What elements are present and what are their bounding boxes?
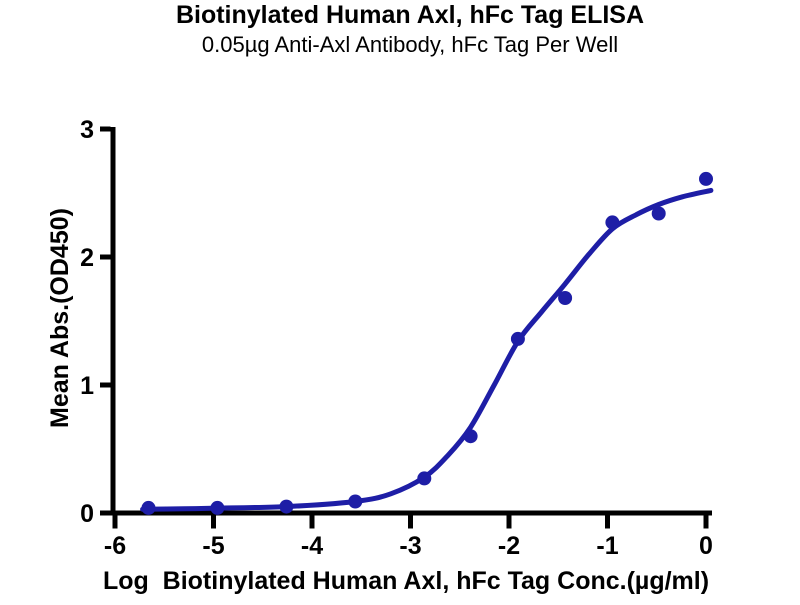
data-point-marker: [558, 291, 573, 305]
x-tick-label: -3: [399, 532, 421, 560]
x-tick-label: -6: [104, 532, 126, 560]
data-point-marker: [651, 206, 666, 221]
data-point-marker: [463, 429, 478, 444]
data-point-marker: [605, 215, 620, 230]
axes-group: 0 1 2 3 -6 -5 -4 -3 -2 -1 0: [80, 116, 713, 560]
x-tick-label: -1: [596, 532, 618, 560]
data-point-marker: [210, 500, 225, 515]
fit-curve-group: [140, 187, 714, 512]
chart-title: Biotinylated Human Axl, hFc Tag ELISA: [176, 1, 644, 29]
y-axis-label: Mean Abs.(OD450): [46, 208, 74, 428]
y-tick-label: 3: [80, 116, 94, 144]
y-tick-label: 0: [80, 500, 94, 528]
x-tick-label: -5: [202, 532, 224, 560]
x-tick-label: -4: [301, 532, 323, 560]
y-tick-label: 1: [80, 372, 94, 400]
data-point-marker: [699, 171, 713, 186]
data-point-marker: [348, 494, 363, 509]
y-tick-label: 2: [80, 244, 94, 272]
data-points-group: [141, 171, 713, 515]
fit-curve-path: [140, 187, 714, 512]
x-tick-label: -2: [498, 532, 520, 560]
data-point-marker: [141, 500, 156, 515]
x-tick-label: 0: [699, 532, 713, 560]
x-axis-label: Log Biotinylated Human Axl, hFc Tag Conc…: [103, 567, 709, 595]
data-point-marker: [417, 471, 432, 486]
chart-subtitle: 0.05µg Anti-Axl Antibody, hFc Tag Per We…: [202, 32, 618, 57]
data-point-marker: [279, 499, 294, 514]
data-point-marker: [510, 331, 525, 346]
